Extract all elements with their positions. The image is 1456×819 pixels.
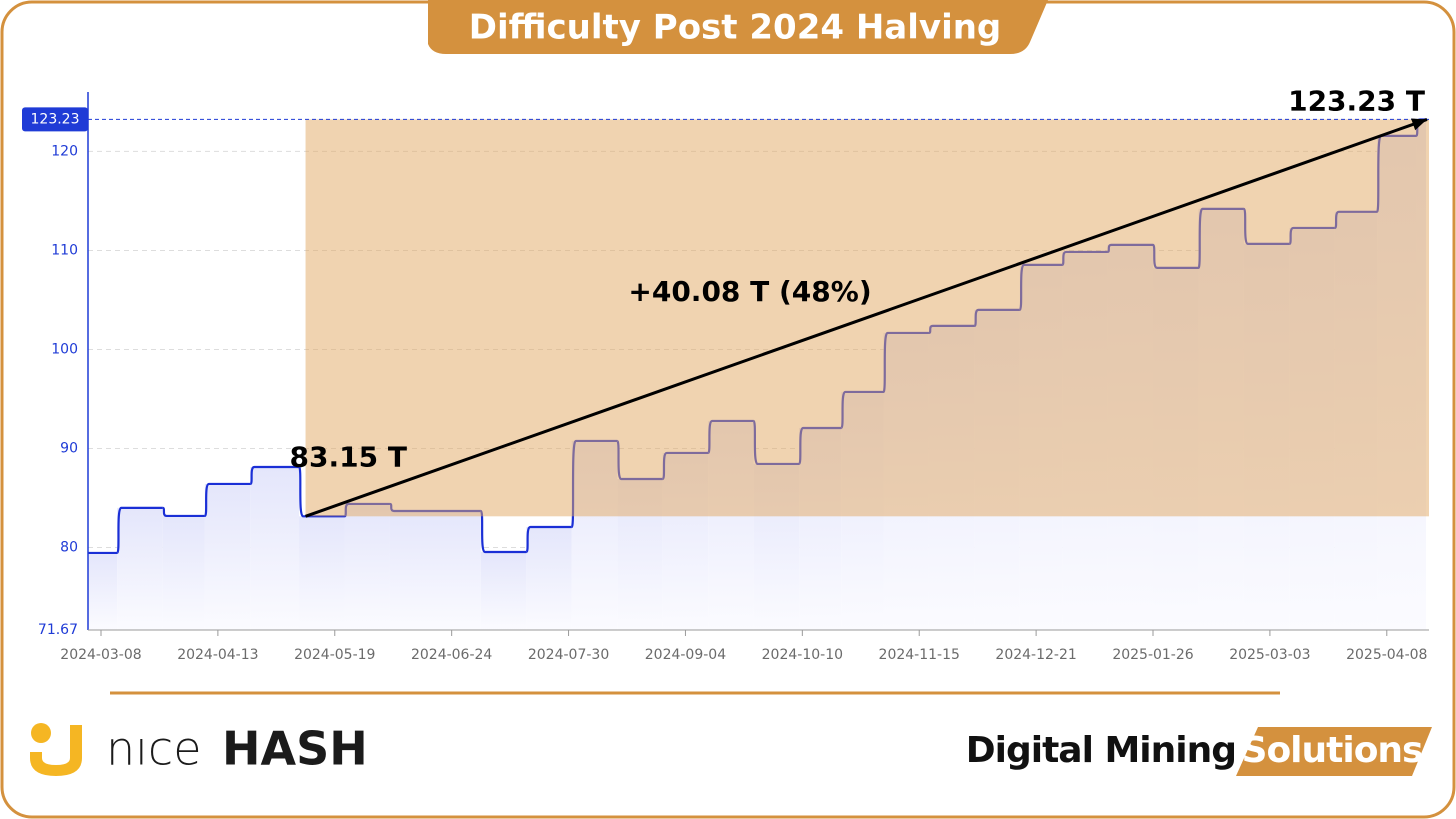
logo-mark xyxy=(30,725,82,776)
x-tick-label: 2024-12-21 xyxy=(995,647,1076,663)
y-tick-label: 120 xyxy=(51,143,78,159)
y-tick-label: 71.67 xyxy=(38,622,78,638)
y-tick-label: 80 xyxy=(60,540,78,556)
area-fill xyxy=(250,467,300,630)
area-fill xyxy=(204,483,251,630)
x-tick-label: 2025-01-26 xyxy=(1112,647,1193,663)
line-step xyxy=(297,465,345,518)
x-tick-label: 2024-10-10 xyxy=(762,647,843,663)
logo-dark: Digital Mining xyxy=(966,730,1236,771)
line-step xyxy=(249,465,300,486)
highlight-tick-label: 123.23 xyxy=(31,111,80,127)
x-tick-label: 2024-04-13 xyxy=(177,647,258,663)
x-tick-label: 2024-06-24 xyxy=(411,647,492,663)
x-tick-label: 2024-09-04 xyxy=(645,647,726,663)
dms-logo: Digital Mining Solutions xyxy=(966,727,1432,776)
x-tick-label: 2024-11-15 xyxy=(879,647,960,663)
area-fill xyxy=(162,515,205,630)
logo-text-bold: HASH xyxy=(222,722,368,776)
y-tick-label: 110 xyxy=(51,242,78,258)
nicehash-logo: nıce HASH xyxy=(30,722,368,776)
area-fill xyxy=(88,552,118,630)
line-step xyxy=(525,525,572,554)
x-tick-label: 2024-07-30 xyxy=(528,647,609,663)
highlight-tick-box xyxy=(22,107,88,132)
logo-dot xyxy=(31,723,51,743)
trend-arrow xyxy=(305,118,1428,518)
line-step xyxy=(162,506,205,518)
area-fill xyxy=(299,516,345,630)
y-tick-label: 100 xyxy=(51,341,78,357)
area-fill xyxy=(389,510,481,630)
line-step xyxy=(116,506,163,555)
halving-label: 83.15 T xyxy=(290,440,407,473)
area-fill xyxy=(480,551,527,630)
logo-text-light: nıce xyxy=(106,722,202,776)
area-fill xyxy=(526,527,572,630)
chart-title: Difficulty Post 2024 Halving xyxy=(469,8,1002,48)
x-tick-label: 2024-03-08 xyxy=(60,647,141,663)
x-tick-label: 2024-05-19 xyxy=(294,647,375,663)
plot: 71.67 80 90 100 110 120 123.23 2024-03-08 2024-0… xyxy=(22,84,1429,663)
logo-highlight-bg xyxy=(1236,727,1432,776)
arrow-head xyxy=(1411,118,1427,131)
line-step xyxy=(203,482,251,518)
title-banner xyxy=(428,0,1048,54)
y-tick-label: 90 xyxy=(60,440,78,456)
change-label: +40.08 T (48%) xyxy=(628,275,871,308)
area-fill xyxy=(117,507,163,630)
latest-label: 123.23 T xyxy=(1288,84,1425,117)
logo-highlight: Solutions xyxy=(1242,730,1423,771)
x-tick-label: 2025-03-03 xyxy=(1229,647,1310,663)
x-tick-label: 2025-04-08 xyxy=(1346,647,1427,663)
area-fill xyxy=(344,503,390,630)
